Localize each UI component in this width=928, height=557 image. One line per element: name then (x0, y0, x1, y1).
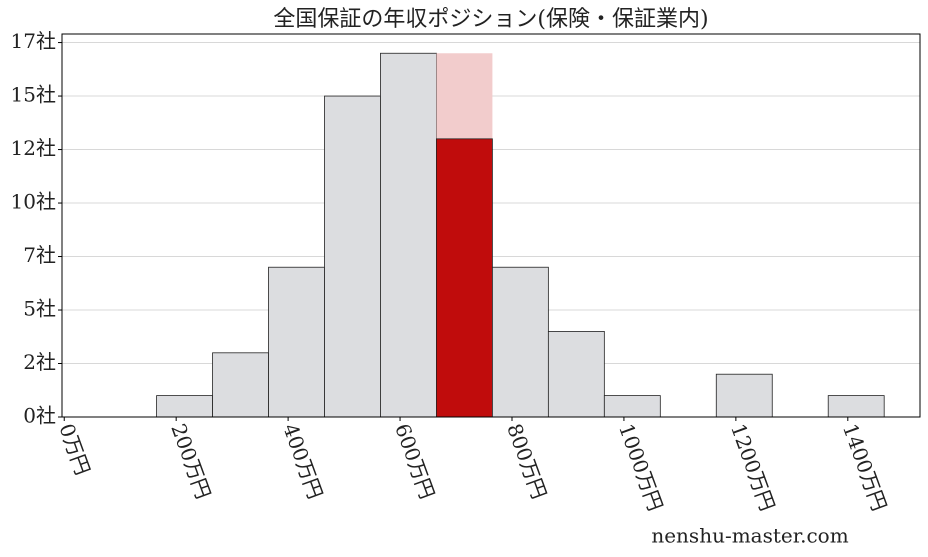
y-tick-label: 15社 (11, 83, 56, 107)
watermark: nenshu-master.com (651, 524, 848, 548)
y-tick-label: 17社 (11, 29, 56, 53)
bar (603, 395, 661, 418)
y-tick-label: 12社 (11, 136, 56, 160)
bar (212, 352, 269, 418)
bar (380, 52, 437, 418)
y-tick-label: 2社 (23, 350, 56, 374)
bar (827, 395, 885, 418)
bar (324, 95, 381, 418)
bar (491, 266, 549, 418)
bar (268, 266, 325, 418)
y-tick-label: 10社 (11, 190, 56, 214)
y-tick-label: 7社 (23, 243, 56, 267)
chart-title: 全国保証の年収ポジション(保険・保証業内) (273, 7, 708, 32)
y-tick-label: 5社 (23, 297, 56, 321)
y-tick-label: 0社 (23, 404, 56, 428)
plot-frame (61, 33, 921, 418)
bar (156, 395, 213, 418)
bar (715, 373, 773, 418)
bar (547, 331, 605, 418)
highlight-bar (436, 138, 493, 418)
